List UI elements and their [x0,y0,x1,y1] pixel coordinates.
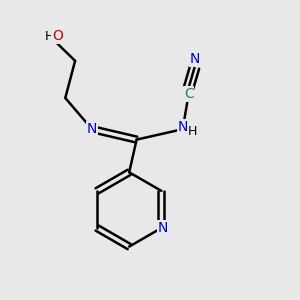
Text: C: C [184,87,194,101]
Text: H: H [188,125,197,138]
Text: H: H [45,30,55,43]
Text: N: N [158,221,168,235]
Text: O: O [52,29,63,43]
Text: N: N [189,52,200,66]
Text: N: N [87,122,97,136]
Text: N: N [178,120,188,134]
